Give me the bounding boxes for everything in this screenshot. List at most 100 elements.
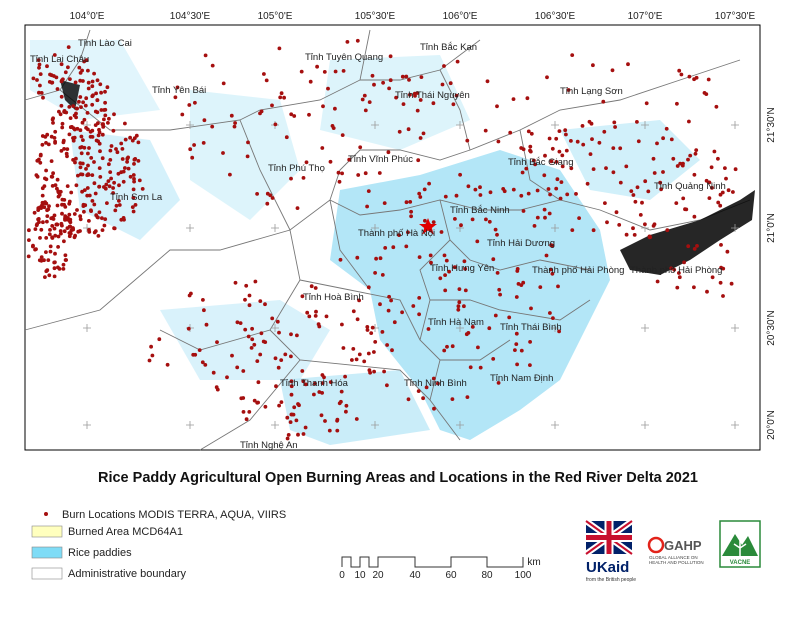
graticule-cross [186, 121, 194, 129]
burn-dot [445, 344, 449, 349]
burn-dot [355, 255, 360, 260]
burn-dot [377, 171, 382, 175]
burn-dot [63, 70, 68, 75]
burn-dot [103, 89, 107, 94]
paddy [320, 55, 470, 150]
burn-dot [60, 121, 65, 126]
burn-dot [731, 190, 735, 194]
burn-dot [640, 200, 644, 205]
burn-dot [75, 106, 79, 111]
graticule-cross [186, 224, 194, 232]
burn-dot [58, 112, 63, 117]
burn-dot [338, 257, 343, 262]
burn-dot [478, 185, 482, 190]
burn-dot [450, 344, 455, 349]
burn-dot [418, 136, 423, 140]
burn-dot [320, 373, 325, 377]
burn-dot [100, 216, 104, 221]
burn-dot [591, 228, 596, 233]
burn-dot [581, 142, 586, 147]
burn-dot [457, 300, 462, 305]
burn-dot [37, 65, 41, 70]
burn-dot [285, 415, 290, 420]
burn-dot [125, 160, 129, 164]
burn-dot [560, 164, 565, 169]
burn-dot [126, 166, 131, 171]
burn-dot [147, 358, 152, 363]
burn-dot [279, 400, 284, 404]
burn-dot [532, 158, 536, 163]
burn-dot [411, 304, 416, 308]
burn-dot [117, 199, 121, 203]
burn-dot [265, 201, 270, 206]
burn-dot [72, 135, 77, 140]
burn-dot [77, 99, 81, 104]
burn-dot [193, 100, 197, 105]
burn-dot [245, 154, 250, 159]
burn-dot [108, 148, 113, 153]
burn-dot [277, 330, 281, 335]
burn-dot [548, 192, 552, 197]
burn-dot [358, 145, 363, 150]
burn-dot [41, 220, 45, 225]
burn-dot [362, 359, 367, 364]
burn-dot [428, 253, 433, 258]
burn-dot [612, 120, 617, 125]
burn-dot [249, 346, 254, 350]
burn-dot [707, 196, 712, 201]
burn-dot [577, 216, 581, 221]
burn-dot [507, 315, 512, 320]
burn-dot [61, 138, 66, 143]
burn-dot [421, 396, 425, 401]
burn-dot [111, 186, 115, 190]
burn-dot [301, 176, 306, 180]
graticule-cross [731, 421, 739, 429]
burn-dot [335, 428, 340, 433]
burn-dot [71, 138, 76, 143]
burn-dot [687, 119, 691, 124]
burn-dot [285, 436, 290, 441]
burn-dot [718, 280, 723, 285]
graticule-cross [456, 421, 464, 429]
burn-dot [516, 282, 521, 286]
burn-dot [228, 172, 232, 177]
burn-dot [341, 346, 346, 350]
burn-dot [470, 217, 475, 222]
burn-dot [72, 235, 77, 240]
burn-dot [96, 133, 101, 138]
burn-dot [702, 91, 707, 95]
burn-dot [73, 80, 78, 85]
burn-dot [99, 90, 103, 95]
graticule-cross [371, 121, 379, 129]
burn-dot [319, 413, 324, 418]
burn-dot [103, 113, 108, 118]
burn-dot [59, 103, 64, 108]
burn-dot [431, 220, 436, 225]
burn-dot [49, 174, 54, 179]
burn-dot [465, 138, 470, 143]
burn-dot [528, 149, 533, 154]
burn-dot [443, 273, 447, 277]
burn-dot [470, 325, 475, 329]
burn-dot [203, 53, 208, 58]
lat-label: 21°30'N [766, 107, 777, 142]
burn-dot [373, 340, 378, 344]
graticule-cross [551, 121, 559, 129]
burn-dot [706, 77, 711, 82]
scale-label: 100 [515, 570, 532, 581]
graticule-cross [641, 421, 649, 429]
burn-dot [680, 163, 685, 168]
paddy [190, 90, 300, 220]
burn-dot [39, 206, 43, 211]
province-label: Tỉnh Bắc Giang [508, 157, 573, 168]
burn-dot [128, 135, 133, 140]
burn-dot [632, 233, 637, 237]
burn-dot [335, 417, 340, 422]
burn-dot [548, 267, 553, 272]
scale-label: 40 [409, 570, 421, 581]
burn-dot [611, 146, 616, 151]
burn-dot [215, 340, 219, 344]
burn-dot [394, 95, 398, 100]
burn-dot [150, 353, 155, 358]
burn-dot [693, 151, 698, 156]
